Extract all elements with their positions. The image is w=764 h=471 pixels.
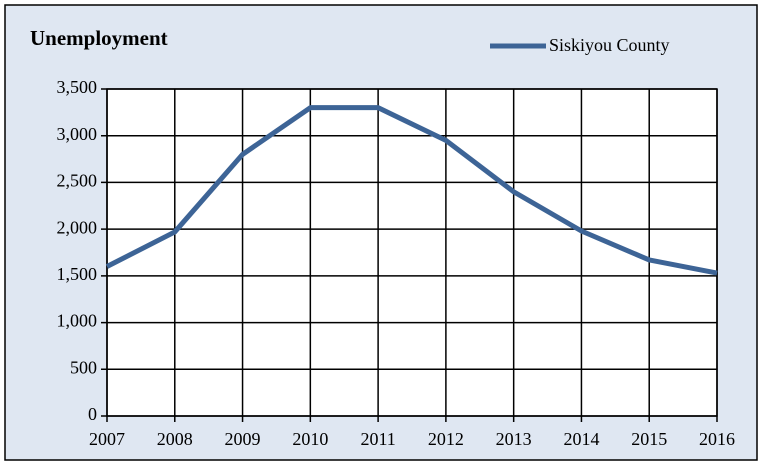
x-tick-label: 2008: [157, 429, 193, 449]
x-tick-label: 2013: [496, 429, 532, 449]
x-tick-label: 2012: [428, 429, 464, 449]
x-tick-label: 2015: [631, 429, 667, 449]
y-tick-label: 1,500: [57, 264, 98, 284]
x-tick-label: 2014: [563, 429, 599, 449]
plot-border: [106, 88, 718, 417]
x-tick-label: 2009: [225, 429, 261, 449]
chart-title: Unemployment: [30, 26, 168, 50]
y-tick-label: 3,000: [57, 124, 98, 144]
x-tick-label: 2007: [89, 429, 125, 449]
plot-area: [107, 89, 717, 416]
data-line: [105, 105, 718, 276]
legend-label: Siskiyou County: [549, 35, 670, 55]
y-tick-label: 500: [70, 357, 97, 377]
x-tick-label: 2016: [699, 429, 735, 449]
y-tick-label: 3,500: [57, 77, 98, 97]
y-tick-label: 1,000: [57, 311, 98, 331]
x-tick-label: 2010: [292, 429, 328, 449]
y-tick-label: 2,500: [57, 171, 98, 191]
x-tick-label: 2011: [360, 429, 395, 449]
y-tick-label: 2,000: [57, 217, 98, 237]
y-tick-label: 0: [88, 404, 97, 424]
